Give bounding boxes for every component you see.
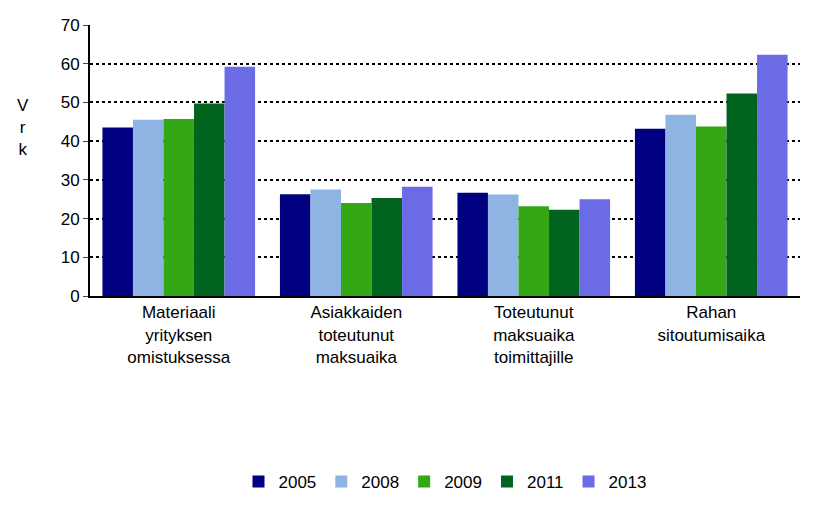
svg-text:60: 60	[61, 55, 80, 74]
svg-text:50: 50	[61, 93, 80, 112]
svg-text:40: 40	[61, 132, 80, 151]
svg-text:Rahansitoutumisaika: Rahansitoutumisaika	[657, 303, 765, 344]
svg-text:Vrk: Vrk	[17, 96, 29, 159]
svg-text:2005: 2005	[279, 473, 317, 492]
svg-text:2013: 2013	[609, 473, 647, 492]
svg-text:10: 10	[61, 248, 80, 267]
svg-text:20: 20	[61, 210, 80, 229]
svg-text:2009: 2009	[444, 473, 482, 492]
svg-text:Materiaaliyrityksenomistuksess: Materiaaliyrityksenomistuksessa	[127, 303, 231, 366]
svg-text:2008: 2008	[361, 473, 399, 492]
svg-text:2011: 2011	[527, 473, 564, 492]
svg-text:Asiakkaidentoteutunutmaksuaika: Asiakkaidentoteutunutmaksuaika	[310, 303, 402, 366]
svg-text:Toteutunutmaksuaikatoimittajil: Toteutunutmaksuaikatoimittajille	[493, 303, 575, 366]
svg-text:0: 0	[70, 287, 79, 306]
svg-text:30: 30	[61, 171, 80, 190]
svg-text:70: 70	[61, 16, 80, 35]
